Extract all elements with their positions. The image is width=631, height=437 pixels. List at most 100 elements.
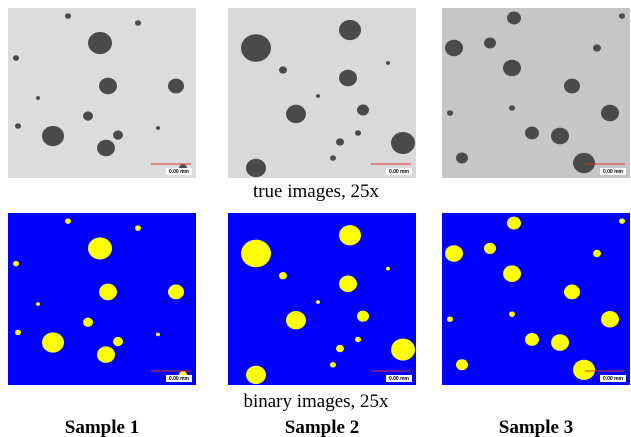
- particle: [509, 311, 515, 317]
- binary-caption: binary images, 25x: [243, 391, 389, 412]
- particle: [445, 245, 463, 262]
- particle: [36, 302, 40, 306]
- particle: [391, 132, 415, 154]
- particle: [330, 155, 336, 161]
- particle: [168, 79, 184, 94]
- image-panel: 0.00 mm: [228, 213, 416, 385]
- particle: [13, 261, 19, 267]
- particle: [357, 311, 369, 322]
- image-background: [442, 213, 630, 385]
- particle: [113, 337, 123, 346]
- particle: [279, 66, 287, 73]
- particle: [573, 360, 595, 380]
- image-panel: 0.00 mm: [442, 8, 630, 178]
- particle: [99, 284, 117, 301]
- particle: [564, 79, 580, 94]
- particle: [135, 225, 141, 231]
- particle: [336, 138, 344, 145]
- image-background: [228, 8, 416, 178]
- particle: [286, 105, 306, 123]
- particle: [509, 105, 515, 111]
- particle: [339, 70, 357, 87]
- image-background: [228, 213, 416, 385]
- particle: [503, 265, 521, 282]
- particle: [336, 345, 344, 352]
- scale-label: 0.00 mm: [389, 376, 410, 382]
- particle: [83, 318, 93, 327]
- particle: [279, 272, 287, 279]
- particle: [619, 218, 625, 224]
- sample-label: Sample 3: [499, 417, 573, 437]
- particle: [339, 276, 357, 293]
- particle: [246, 366, 266, 384]
- particle: [113, 130, 123, 139]
- particle: [593, 250, 601, 257]
- particle: [156, 126, 160, 130]
- particle: [42, 332, 64, 352]
- particle: [88, 32, 112, 54]
- particle: [484, 243, 496, 254]
- particle: [551, 128, 569, 145]
- particle: [484, 37, 496, 48]
- particle: [13, 55, 19, 61]
- particle: [355, 337, 361, 343]
- particle: [15, 330, 21, 336]
- particle: [286, 311, 306, 329]
- particle: [445, 40, 463, 57]
- particle: [65, 13, 71, 19]
- particle: [386, 61, 390, 65]
- particle: [88, 237, 112, 259]
- particle: [65, 218, 71, 224]
- particle: [525, 127, 539, 140]
- particle: [551, 334, 569, 351]
- particle: [156, 333, 160, 337]
- scale-label: 0.00 mm: [603, 169, 624, 175]
- particle: [36, 96, 40, 100]
- particle: [355, 130, 361, 136]
- sample-label: Sample 2: [285, 417, 359, 437]
- particle: [447, 110, 453, 116]
- particle: [99, 78, 117, 95]
- scale-label: 0.00 mm: [389, 169, 410, 175]
- particle: [97, 346, 115, 363]
- particle: [573, 153, 595, 173]
- figure: true images, 25x binary images, 25x 0.00…: [0, 0, 631, 437]
- image-panel: 0.00 mm: [442, 213, 630, 385]
- particle: [246, 159, 266, 177]
- particle: [330, 362, 336, 368]
- image-panel: 0.00 mm: [228, 8, 416, 178]
- sample-label: Sample 1: [65, 417, 139, 437]
- true-caption: true images, 25x: [253, 181, 380, 202]
- scale-label: 0.00 mm: [169, 376, 190, 382]
- particle: [241, 240, 271, 268]
- particle: [503, 60, 521, 77]
- particle: [391, 339, 415, 361]
- particle: [601, 311, 619, 328]
- particle: [42, 126, 64, 146]
- particle: [83, 111, 93, 120]
- particle: [339, 20, 361, 40]
- particle: [456, 152, 468, 163]
- scale-label: 0.00 mm: [603, 376, 624, 382]
- particle: [619, 13, 625, 19]
- image-panel: 0.00 mm: [8, 8, 196, 178]
- scale-label: 0.00 mm: [169, 169, 190, 175]
- image-panel: 0.00 mm: [8, 213, 196, 385]
- particle: [386, 267, 390, 271]
- particle: [316, 94, 320, 98]
- particle: [339, 225, 361, 245]
- particle: [241, 34, 271, 62]
- particle: [135, 20, 141, 26]
- particle: [601, 105, 619, 122]
- particle: [507, 217, 521, 230]
- particle: [447, 316, 453, 322]
- particle: [168, 285, 184, 300]
- particle: [593, 44, 601, 51]
- particle: [456, 359, 468, 370]
- particle: [316, 300, 320, 304]
- particle: [357, 104, 369, 115]
- particle: [525, 333, 539, 346]
- particle: [97, 140, 115, 157]
- particle: [15, 123, 21, 129]
- particle: [507, 12, 521, 25]
